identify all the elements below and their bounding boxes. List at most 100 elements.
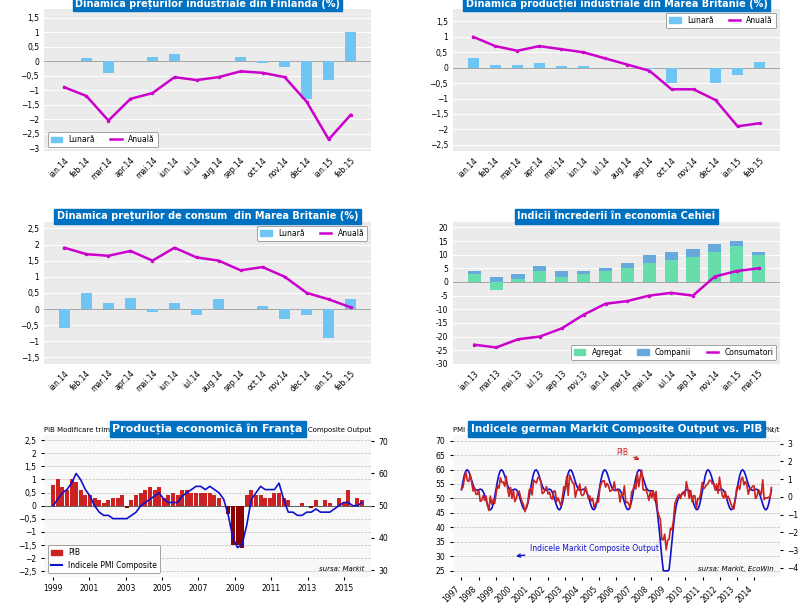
Bar (116, 498, 120, 506)
Consumatori (491, 344, 501, 351)
Bar (157, 487, 161, 506)
Bar (125, 297, 136, 309)
Bar (191, 309, 202, 316)
Consumatori (557, 325, 566, 332)
Bar (323, 61, 334, 80)
Bar (81, 58, 92, 61)
Bar (162, 498, 166, 506)
Consumatori (535, 333, 545, 340)
Text: sursa: Markit: sursa: Markit (319, 566, 365, 572)
Bar (125, 506, 129, 508)
Title: Dinamica prețurilor industriale din Finlanda (%): Dinamica prețurilor industriale din Finl… (75, 0, 340, 8)
Bar (301, 309, 312, 316)
Legend: Lunară, Anuală: Lunară, Anuală (666, 13, 776, 28)
Bar (342, 503, 346, 506)
Bar (754, 61, 765, 68)
Bar (599, 268, 612, 282)
Bar (138, 492, 142, 506)
Bar (97, 500, 101, 506)
Bar (708, 252, 722, 282)
Bar (102, 503, 106, 506)
Bar (512, 64, 523, 68)
Bar (169, 54, 180, 61)
Bar (143, 490, 147, 506)
Consumatori (514, 336, 523, 343)
Text: PMI Composite Output, sa (50 – fără schimbare): PMI Composite Output, sa (50 – fără schi… (453, 427, 620, 433)
Bar (277, 492, 281, 506)
Title: Dinamica prețurilor de consum  din Marea Britanie (%): Dinamica prețurilor de consum din Marea … (57, 211, 358, 222)
Bar (323, 309, 334, 338)
Bar (169, 302, 180, 309)
Bar (226, 506, 230, 514)
Bar (686, 249, 699, 282)
Bar (134, 495, 138, 506)
Title: Indicele german Markit Composite Output vs. PIB: Indicele german Markit Composite Output … (470, 424, 762, 434)
Consumatori (666, 290, 676, 297)
Bar (665, 260, 678, 282)
Bar (555, 271, 568, 282)
Bar (300, 503, 304, 506)
Bar (511, 279, 525, 282)
Bar (282, 498, 286, 506)
Bar (346, 490, 350, 506)
Bar (130, 500, 134, 506)
Bar (257, 61, 268, 63)
Bar (56, 480, 60, 506)
Bar (65, 490, 69, 506)
Bar (235, 506, 239, 545)
Bar (730, 241, 743, 282)
Legend: PIB, Indicele PMI Composite: PIB, Indicele PMI Composite (48, 545, 160, 573)
Consumatori (645, 292, 654, 299)
Bar (468, 58, 478, 68)
Bar (273, 492, 277, 506)
Bar (153, 490, 157, 506)
Title: Producția economică în Franța: Producția economică în Franța (112, 424, 302, 434)
Consumatori (579, 311, 589, 318)
Bar (60, 487, 64, 506)
Bar (490, 64, 501, 68)
Bar (111, 498, 115, 506)
Bar (198, 492, 202, 506)
Bar (83, 495, 87, 506)
Bar (534, 63, 545, 68)
Bar (279, 61, 290, 67)
Bar (730, 246, 743, 282)
Bar (642, 255, 656, 282)
Bar (213, 495, 217, 506)
Bar (88, 495, 92, 506)
Bar (346, 32, 356, 61)
Bar (665, 252, 678, 282)
Bar (577, 271, 590, 282)
Bar (59, 309, 70, 328)
Bar (644, 68, 655, 69)
Bar (213, 299, 224, 309)
Bar (93, 498, 97, 506)
Bar (337, 498, 341, 506)
Bar (148, 487, 152, 506)
Bar (70, 480, 74, 506)
Bar (642, 263, 656, 282)
Bar (166, 495, 170, 506)
Bar (78, 490, 82, 506)
Consumatori (710, 273, 720, 280)
Bar (106, 500, 110, 506)
Legend: Lunară, Anuală: Lunară, Anuală (48, 132, 158, 147)
Title: Indicii încrederii în economia Cehiei: Indicii încrederii în economia Cehiei (518, 211, 715, 221)
Bar (147, 309, 158, 312)
Bar (621, 268, 634, 282)
Text: PIB: PIB (617, 448, 638, 459)
Bar (120, 495, 124, 506)
Bar (752, 255, 765, 282)
Bar (534, 266, 546, 282)
Bar (555, 277, 568, 282)
Text: Indicele PMI Composite Output: Indicele PMI Composite Output (264, 427, 371, 433)
Bar (752, 252, 765, 282)
Bar (468, 271, 481, 282)
Bar (578, 66, 589, 68)
Line: Consumatori: Consumatori (474, 267, 760, 348)
Bar (666, 68, 677, 83)
Bar (577, 274, 590, 282)
Text: Indicele Markit Composite Output: Indicele Markit Composite Output (518, 544, 659, 557)
Bar (621, 263, 634, 282)
Text: %t/t: %t/t (766, 427, 780, 433)
